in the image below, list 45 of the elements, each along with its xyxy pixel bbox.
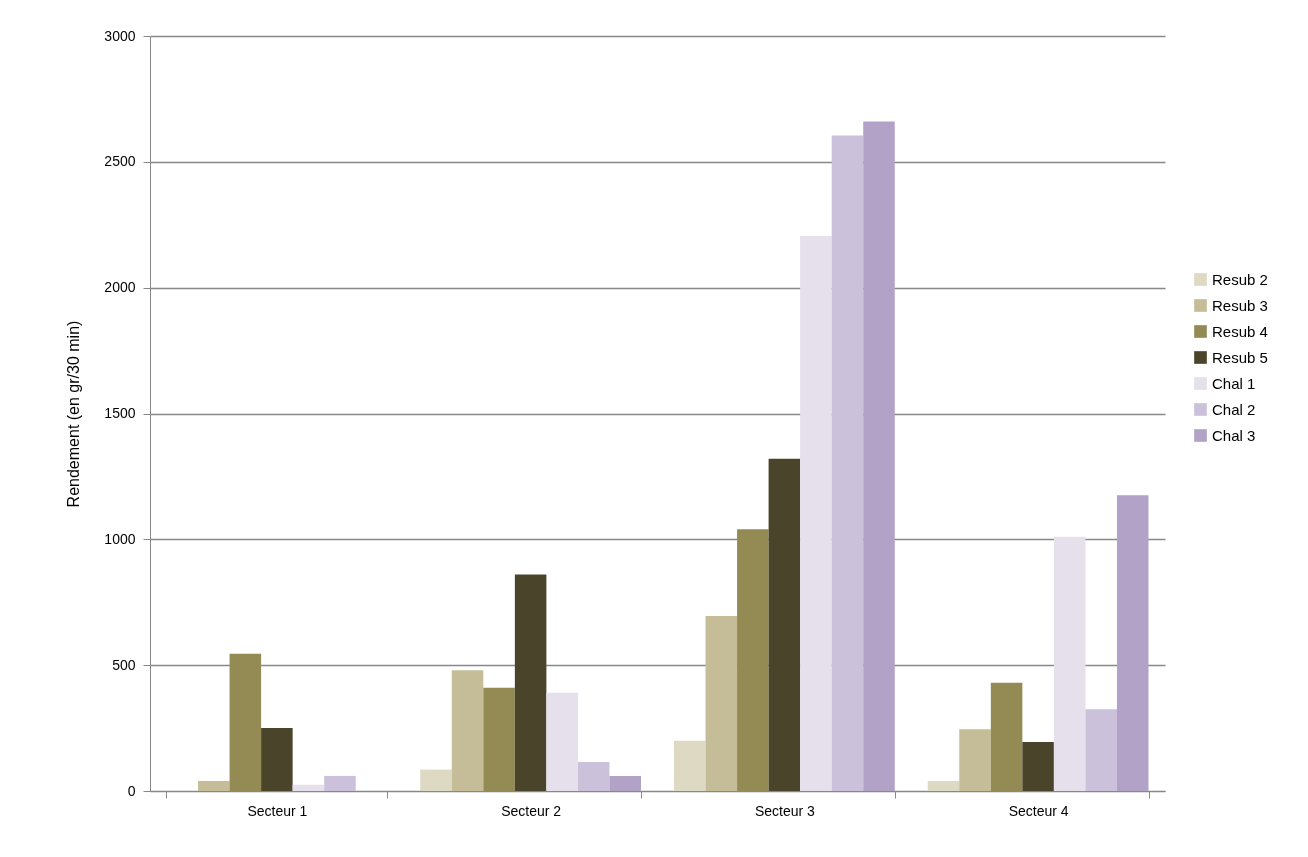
legend-label: Resub 4 bbox=[1212, 322, 1268, 340]
x-tick-label: Secteur 3 bbox=[754, 802, 816, 819]
bar bbox=[800, 236, 832, 791]
bar bbox=[1022, 741, 1054, 791]
y-tick-label: 1500 bbox=[104, 405, 136, 421]
bar bbox=[292, 784, 325, 791]
bar bbox=[577, 762, 610, 791]
bar bbox=[546, 692, 578, 791]
bar bbox=[198, 780, 230, 791]
bar bbox=[673, 740, 706, 791]
x-tick-label: Secteur 4 bbox=[1008, 802, 1069, 819]
bar bbox=[705, 616, 738, 791]
bar bbox=[420, 769, 452, 791]
bar bbox=[229, 653, 262, 791]
y-tick-label: 2000 bbox=[104, 279, 136, 296]
y-tick-label: 500 bbox=[112, 656, 136, 673]
bar bbox=[1116, 495, 1149, 791]
bar bbox=[831, 135, 864, 791]
x-tick-label: Secteur 1 bbox=[247, 802, 308, 819]
y-axis-title: Rendement (en gr/30 min) bbox=[65, 320, 83, 508]
bar bbox=[609, 775, 642, 791]
x-tick-label: Secteur 2 bbox=[501, 802, 562, 819]
legend-label: Chal 2 bbox=[1212, 400, 1256, 418]
bar bbox=[768, 458, 801, 791]
bar bbox=[1053, 536, 1086, 791]
y-tick-label: 3000 bbox=[104, 27, 136, 44]
y-tick-label: 0 bbox=[127, 782, 136, 799]
legend-label: Resub 2 bbox=[1212, 270, 1268, 288]
bar bbox=[451, 670, 484, 791]
legend-label: Chal 1 bbox=[1212, 374, 1256, 392]
bar bbox=[1085, 709, 1117, 791]
y-tick-label: 2500 bbox=[104, 153, 136, 170]
bar bbox=[927, 780, 960, 791]
bar bbox=[990, 682, 1023, 791]
bar bbox=[483, 687, 515, 791]
legend-label: Chal 3 bbox=[1212, 426, 1256, 444]
y-tick-label: 1000 bbox=[104, 530, 136, 547]
bar bbox=[737, 529, 769, 791]
bar bbox=[261, 728, 293, 791]
bar bbox=[863, 121, 895, 791]
bar bbox=[514, 574, 547, 791]
bar bbox=[959, 729, 991, 791]
legend-label: Resub 5 bbox=[1212, 348, 1268, 366]
bar bbox=[324, 775, 356, 791]
legend-label: Resub 3 bbox=[1212, 296, 1268, 314]
